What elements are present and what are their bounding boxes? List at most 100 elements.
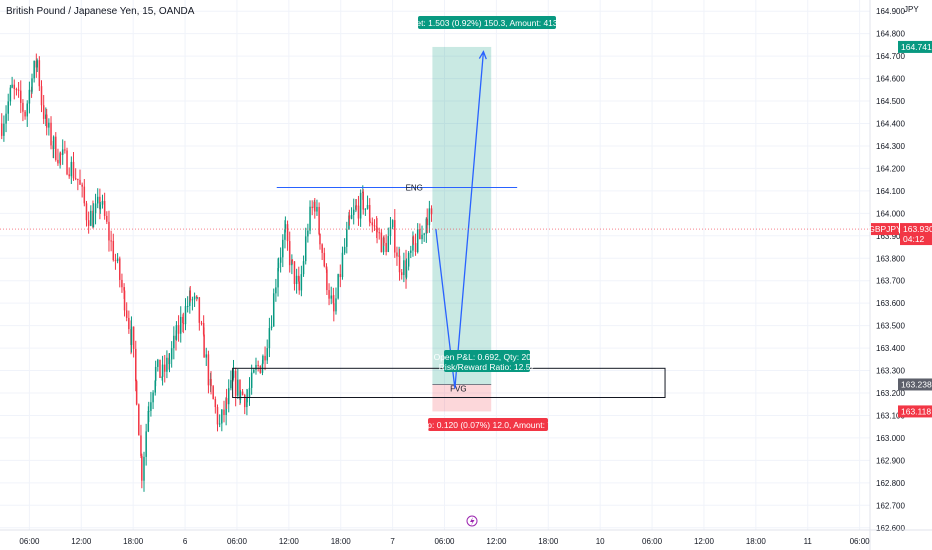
candle-body (210, 378, 212, 387)
candle-body (216, 407, 219, 425)
price-marker-bg (898, 378, 932, 391)
candle-body (355, 205, 358, 207)
projection-arrowhead (478, 50, 487, 60)
symbol-tag: GBPJPY (868, 224, 902, 234)
current-price-tag: 163.930 (903, 224, 932, 234)
time-tick-label: 06:00 (434, 537, 455, 546)
candle-body (77, 178, 79, 180)
candle-body (270, 326, 273, 329)
price-tick-label: 163.600 (876, 299, 905, 308)
price-tick-label: 162.600 (876, 524, 905, 533)
price-tick-label: 163.300 (876, 367, 905, 376)
candle-body (175, 325, 178, 340)
candle-body (339, 274, 342, 278)
candle-body (212, 386, 214, 400)
time-axis[interactable]: 06:00 12:00 18:00 6 06:00 12:00 18:00 7 06:00 12:… (0, 515, 932, 546)
candle-body (143, 456, 145, 481)
candle-body (350, 214, 353, 219)
current-price-tag-bg (900, 223, 932, 246)
chart-title: British Pound / Japanese Yen, 15, OANDA (6, 6, 195, 17)
candle-body (262, 355, 264, 364)
candle-body (282, 239, 284, 258)
candle-body (50, 122, 52, 146)
candle-body (387, 236, 390, 252)
candle-body (221, 409, 223, 424)
candle-body (378, 232, 380, 234)
candle-body (412, 236, 415, 244)
price-tick-label: 164.300 (876, 142, 905, 151)
candle-body (207, 354, 210, 386)
stop-label-bg[interactable] (428, 418, 548, 431)
candle-body (352, 209, 355, 215)
candle-body (416, 229, 419, 253)
candle-body (337, 274, 339, 299)
candle-body (17, 89, 20, 91)
candle-body (376, 227, 378, 233)
candle-body (205, 354, 208, 358)
candle-body (373, 225, 376, 227)
position-info-bg[interactable] (444, 350, 530, 372)
time-tick-label: 10 (596, 537, 605, 546)
candle-body (110, 240, 112, 242)
currency-label: JPY (904, 5, 919, 14)
candle-body (259, 365, 262, 373)
candle-body (154, 366, 157, 381)
candle-body (152, 392, 154, 403)
candle-body (341, 252, 344, 278)
candle-body (70, 161, 73, 177)
candle-body (326, 269, 328, 291)
candle-body (193, 296, 196, 300)
lightning-icon[interactable] (466, 515, 478, 527)
candle-body (116, 258, 119, 262)
candle-body (330, 295, 332, 299)
candle-body (108, 221, 110, 241)
target-label-bg[interactable] (418, 16, 556, 29)
candle-body (239, 391, 242, 400)
candle-body (232, 370, 235, 378)
candle-body (279, 257, 282, 263)
time-tick-label: 6 (183, 537, 188, 546)
candle-body (145, 431, 147, 457)
candle-body (159, 359, 161, 378)
fvg-label: FVG (450, 385, 466, 394)
candle-body (3, 123, 5, 136)
price-tick-label: 163.400 (876, 344, 905, 353)
candle-body (59, 153, 62, 155)
candle-body (140, 435, 142, 456)
candle-body (383, 237, 385, 243)
candle-body (405, 266, 408, 278)
time-tick-label: 18:00 (123, 537, 144, 546)
position-info-text: Risk/Reward Ratio: 12.52 (439, 362, 536, 372)
candle-body (323, 252, 326, 267)
countdown-tag: 04:12 (903, 234, 925, 244)
time-tick-label: 06:00 (227, 537, 248, 546)
lightning-icon-bolt (470, 517, 475, 526)
candle-body (335, 298, 337, 312)
price-marker-label: 164.741 (901, 42, 932, 52)
target-zone[interactable] (432, 46, 492, 385)
candle-body (423, 233, 425, 235)
candle-body (7, 101, 9, 114)
candle-body (257, 364, 259, 366)
candle-body (9, 87, 12, 102)
candle-body (364, 208, 367, 210)
price-marker-bg (898, 405, 932, 418)
price-tick-label: 164.600 (876, 75, 905, 84)
candle-body (147, 410, 150, 412)
candle-body (35, 61, 38, 68)
projection-path[interactable] (435, 51, 485, 389)
candle-body (396, 252, 398, 257)
candle-body (291, 259, 294, 262)
candle-body (92, 213, 95, 228)
candle-body (13, 84, 16, 90)
candle-body (130, 326, 133, 345)
candle-body (307, 230, 309, 237)
candle-body (359, 192, 362, 219)
candle-body (5, 113, 7, 124)
candle-body (191, 299, 194, 301)
candle-body (72, 161, 75, 179)
candle-body (366, 205, 369, 209)
candle-body (314, 201, 316, 212)
